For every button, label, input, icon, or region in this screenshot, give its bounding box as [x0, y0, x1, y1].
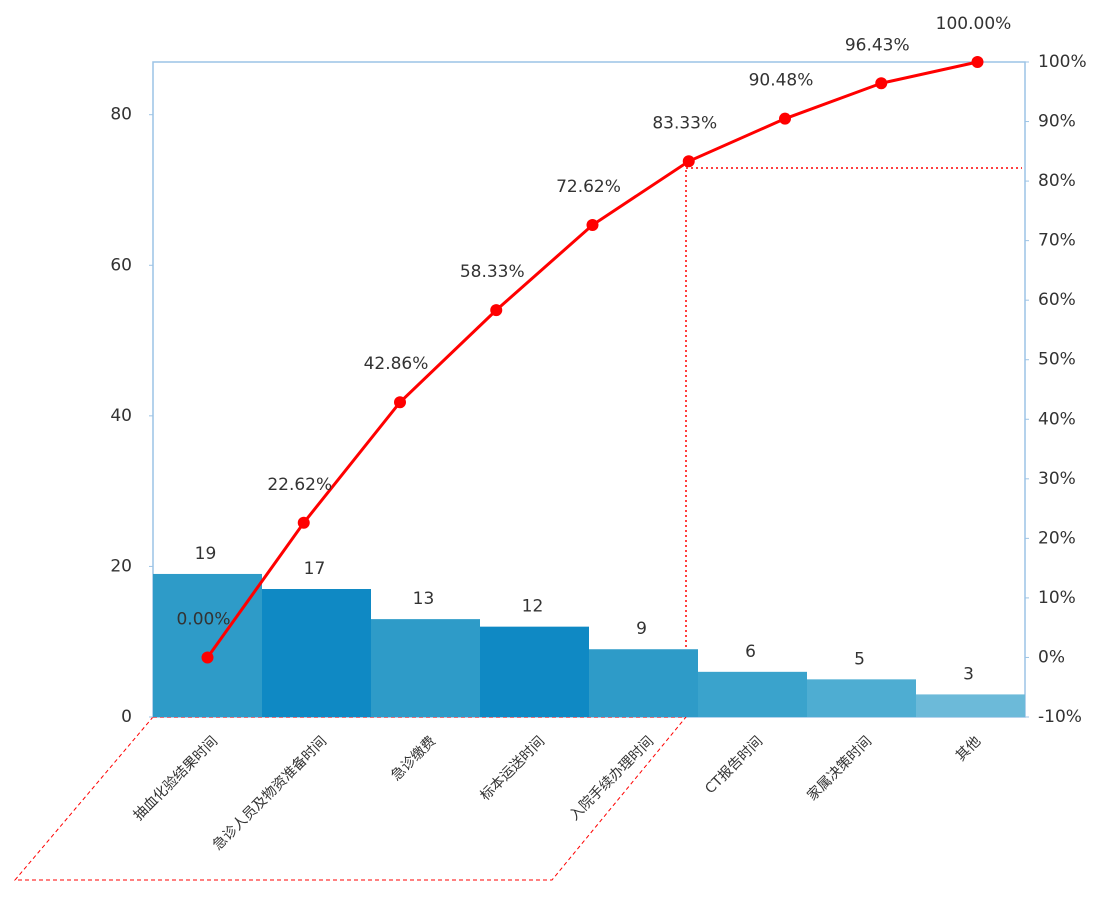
- y2-tick-label: 90%: [1038, 112, 1076, 132]
- y-tick-label: 40: [110, 406, 132, 426]
- bar-value-label: 5: [854, 649, 865, 669]
- y2-tick-label: 10%: [1038, 588, 1076, 608]
- cumulative-point: [682, 155, 695, 168]
- bar: [807, 679, 916, 717]
- bar: [262, 589, 371, 717]
- bar: [480, 626, 589, 717]
- cumulative-label: 58.33%: [460, 262, 525, 282]
- cumulative-point: [971, 56, 984, 68]
- bar: [153, 573, 262, 717]
- cumulative-label: 90.48%: [749, 71, 814, 91]
- cumulative-label: 72.62%: [556, 177, 621, 197]
- x-tick-label: 标本运送时间: [477, 733, 548, 804]
- bar-value-label: 3: [963, 664, 974, 684]
- bar: [916, 694, 1025, 717]
- y2-tick-label: 60%: [1038, 290, 1076, 310]
- bar-value-label: 19: [195, 544, 217, 564]
- bar: [589, 649, 698, 717]
- cumulative-point: [490, 304, 503, 317]
- y2-tick-label: 70%: [1038, 231, 1076, 251]
- bar: [698, 671, 807, 717]
- bar-value-label: 6: [745, 642, 756, 662]
- y2-tick-label: 80%: [1038, 171, 1076, 191]
- x-tick-label: CT报告时间: [702, 733, 766, 797]
- cumulative-point: [586, 219, 599, 232]
- cumulative-point: [394, 396, 406, 409]
- bar-value-label: 9: [636, 619, 647, 639]
- cumulative-point: [297, 516, 310, 529]
- x-tick-label: 急诊缴费: [388, 733, 439, 784]
- cumulative-label: 0.00%: [176, 609, 230, 629]
- y2-tick-label: 50%: [1038, 350, 1076, 370]
- x-tick-label: 抽血化验结果时间: [131, 733, 222, 824]
- y-tick-label: 20: [110, 556, 132, 576]
- y-tick-label: 80: [110, 105, 132, 125]
- y2-tick-label: 40%: [1038, 409, 1076, 429]
- y2-tick-label: 20%: [1038, 528, 1076, 548]
- y-tick-label: 0: [121, 707, 132, 727]
- x-tick-label: 其他: [953, 733, 984, 764]
- highlight-box: [13, 716, 688, 881]
- cumulative-point: [875, 77, 888, 90]
- cumulative-label: 22.62%: [267, 475, 332, 495]
- cumulative-label: 42.86%: [364, 354, 429, 374]
- x-tick-label: 家属决策时间: [804, 733, 875, 804]
- x-tick-label: 入院手续办理时间: [566, 733, 657, 824]
- bar-value-label: 12: [522, 597, 544, 617]
- y-tick-label: 60: [110, 255, 132, 275]
- y2-tick-label: -10%: [1038, 707, 1082, 727]
- y2-tick-label: 0%: [1038, 647, 1065, 667]
- y2-tick-label: 100%: [1038, 52, 1087, 72]
- cumulative-label: 83.33%: [652, 113, 717, 133]
- cumulative-label: 100.00%: [936, 14, 1012, 34]
- cumulative-point: [779, 112, 791, 125]
- x-tick-label: 急诊人员及物资准备时间: [209, 733, 330, 854]
- cumulative-label: 96.43%: [845, 35, 910, 55]
- bar-value-label: 13: [413, 589, 435, 609]
- bar-value-label: 17: [304, 559, 326, 579]
- cumulative-point: [201, 651, 214, 664]
- bar: [371, 619, 480, 717]
- y2-tick-label: 30%: [1038, 469, 1076, 489]
